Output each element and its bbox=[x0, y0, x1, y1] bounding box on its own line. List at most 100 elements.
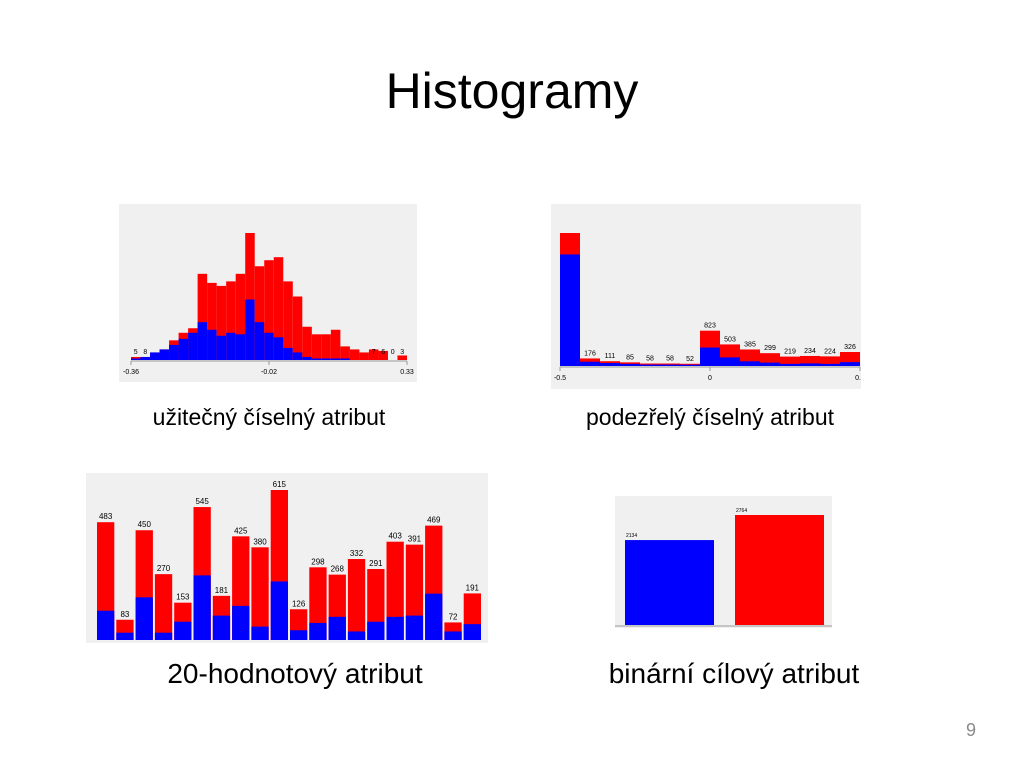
bar-value-label: 425 bbox=[234, 526, 248, 535]
bar-value-label: 450 bbox=[138, 520, 152, 529]
histogram-bar-blue bbox=[330, 358, 341, 360]
histogram-bar-blue bbox=[309, 622, 327, 640]
histogram-bar-blue bbox=[580, 361, 600, 366]
histogram-bar-blue bbox=[264, 332, 274, 360]
bar-value-label: 126 bbox=[292, 599, 306, 608]
histogram-bar-blue bbox=[340, 358, 350, 360]
bar-value-label: 0 bbox=[391, 349, 395, 356]
histogram-bar-blue bbox=[97, 610, 115, 640]
bar-value-label: 72 bbox=[449, 612, 458, 621]
histogram-bar-blue bbox=[283, 347, 293, 360]
histogram-bar-blue bbox=[131, 358, 141, 360]
histogram-binary-target: 2134 2764 bbox=[615, 496, 832, 628]
histogram-bar-blue bbox=[405, 615, 424, 640]
histogram-bar-blue bbox=[135, 597, 153, 640]
page-number: 9 bbox=[965, 720, 976, 740]
histogram-bar-blue bbox=[197, 322, 208, 360]
histogram-bar-blue bbox=[169, 344, 179, 360]
slide-title: Histogramy bbox=[385, 63, 639, 119]
histogram-bar-blue bbox=[367, 621, 385, 640]
histogram-bar-blue bbox=[660, 364, 680, 366]
histogram-bar-red bbox=[216, 285, 227, 360]
bar-value-label: 176 bbox=[584, 350, 596, 357]
histogram-bar-blue bbox=[216, 335, 227, 360]
bar-value-label: 326 bbox=[844, 344, 856, 351]
histogram-bar-red bbox=[283, 281, 293, 360]
bar-value-label: 8 bbox=[143, 349, 147, 356]
x-tick-label: -0.36 bbox=[123, 369, 139, 376]
histogram-bar-blue bbox=[302, 356, 312, 360]
bar-value-label: 224 bbox=[824, 348, 836, 355]
bar-value-label: 268 bbox=[331, 565, 345, 574]
histogram-numeric-suspicious-svg: 176 111 85 58 58 52 823 503 385 299 219 234 224 326 -0… bbox=[554, 233, 861, 382]
bar-value-label: 391 bbox=[408, 535, 422, 544]
histogram-bar-blue bbox=[290, 630, 308, 640]
histogram-bar-blue bbox=[212, 615, 231, 640]
histogram-bar-blue bbox=[154, 632, 173, 640]
bar-value-label: 380 bbox=[253, 537, 267, 546]
histogram-bar-red bbox=[397, 355, 407, 360]
histogram-bar-red bbox=[264, 260, 274, 360]
histogram-bar-blue bbox=[140, 356, 151, 360]
histogram-bar-red bbox=[207, 282, 217, 360]
histogram-bar-red bbox=[309, 567, 327, 640]
histogram-bar-red bbox=[226, 281, 236, 360]
histogram-bar-blue bbox=[251, 626, 269, 640]
caption-numeric-useful: užitečný číselný atribut bbox=[152, 404, 386, 430]
histogram-binary-target-svg: 2134 2764 bbox=[615, 508, 832, 627]
histogram-bar-blue bbox=[840, 362, 860, 366]
histogram-bar bbox=[735, 515, 824, 625]
histogram-20-values: 483 83 450 270 153 545 181 425 380 615 126 298 268 33… bbox=[86, 473, 488, 643]
bar-value-label: 191 bbox=[466, 583, 480, 592]
bar-value-label: 615 bbox=[273, 480, 287, 489]
x-tick-label: -0.5 bbox=[554, 375, 566, 382]
histogram-bar-red bbox=[302, 326, 312, 360]
histogram-bar-blue bbox=[159, 349, 170, 360]
histogram-bar bbox=[625, 540, 714, 625]
bar-value-label: 823 bbox=[704, 323, 716, 330]
histogram-bar-blue bbox=[226, 332, 236, 360]
histogram-bar-blue bbox=[116, 632, 134, 640]
bar-value-label: 5 bbox=[134, 349, 138, 356]
histogram-bar-blue bbox=[640, 364, 660, 366]
bar-value-label: 270 bbox=[157, 564, 171, 573]
histogram-bar-blue bbox=[292, 352, 303, 360]
bar-value-label: 385 bbox=[744, 341, 756, 348]
bar-value-label: 545 bbox=[195, 497, 209, 506]
caption-20-values: 20-hodnotový atribut bbox=[167, 658, 423, 689]
histogram-bar-red bbox=[321, 334, 331, 360]
histogram-bar-red bbox=[340, 346, 350, 360]
histogram-bar-blue bbox=[820, 363, 840, 366]
histogram-bar-red bbox=[235, 273, 246, 360]
bar-value-label: 85 bbox=[626, 354, 634, 361]
histogram-bar-red bbox=[254, 266, 265, 360]
bar-value-label: 298 bbox=[311, 557, 325, 566]
histogram-bar-blue bbox=[600, 362, 620, 366]
histogram-bar-red bbox=[245, 233, 255, 360]
histogram-bar-blue bbox=[232, 605, 250, 640]
bar-value-label: 153 bbox=[176, 593, 190, 602]
x-tick-label: 0.5 bbox=[855, 375, 861, 382]
histogram-bar-red bbox=[330, 329, 341, 360]
bar-value-label: 219 bbox=[784, 349, 796, 356]
bar-value-label: 7 bbox=[372, 349, 376, 356]
histogram-bar-blue bbox=[560, 254, 580, 366]
histogram-bar-red bbox=[197, 273, 208, 360]
histogram-bar-red bbox=[349, 349, 360, 360]
bar-value-label: 299 bbox=[764, 345, 776, 352]
caption-numeric-suspicious: podezřelý číselný atribut bbox=[585, 404, 834, 430]
bar-value-label: 111 bbox=[605, 353, 616, 360]
histogram-bar-blue bbox=[235, 334, 246, 360]
bar-value-label: 291 bbox=[369, 559, 383, 568]
bar-value-label: 332 bbox=[350, 549, 364, 558]
histogram-20-values-svg: 483 83 450 270 153 545 181 425 380 615 126 298 268 33… bbox=[97, 480, 481, 640]
histogram-bar-blue bbox=[321, 358, 331, 360]
histogram-bar-red bbox=[378, 350, 388, 360]
histogram-bar-red bbox=[97, 522, 115, 640]
histogram-bar-blue bbox=[254, 322, 265, 360]
caption-binary-target: binární cílový atribut bbox=[608, 658, 860, 689]
bar-value-label: 83 bbox=[120, 610, 129, 619]
histogram-bar-blue bbox=[463, 624, 481, 640]
bar-value-label: 58 bbox=[646, 356, 654, 363]
bar-value-label: 503 bbox=[724, 336, 736, 343]
